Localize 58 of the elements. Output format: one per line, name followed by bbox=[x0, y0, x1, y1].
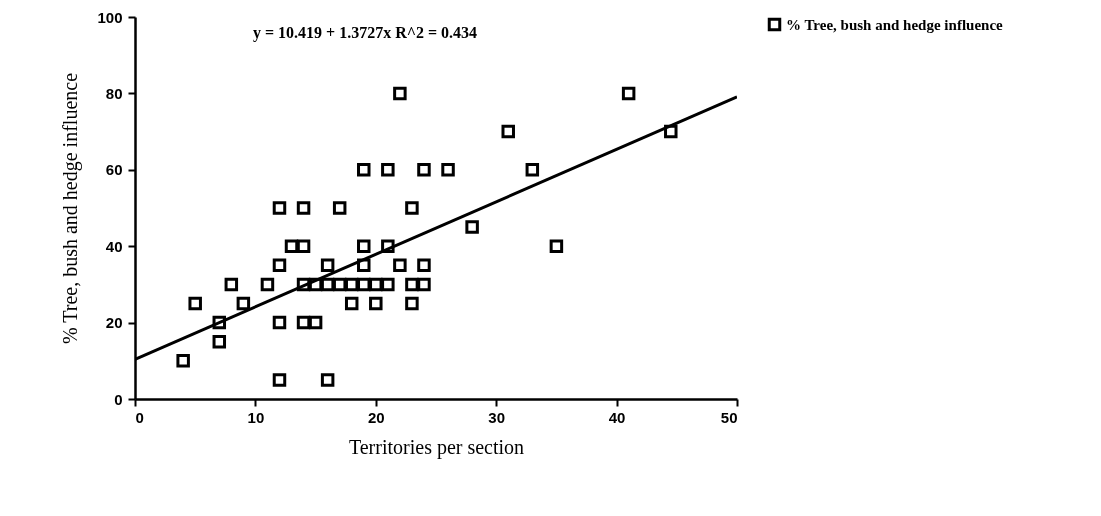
point bbox=[212, 334, 227, 349]
point bbox=[501, 124, 515, 139]
x-tick-label: 0 bbox=[135, 408, 144, 426]
point bbox=[296, 201, 311, 215]
point bbox=[405, 296, 419, 311]
point bbox=[272, 315, 287, 330]
point bbox=[357, 277, 371, 292]
y-tick-label: 40 bbox=[105, 237, 123, 255]
point bbox=[320, 258, 335, 273]
point bbox=[320, 373, 335, 387]
y-tick-label: 20 bbox=[105, 314, 123, 332]
point bbox=[405, 201, 419, 215]
point bbox=[260, 277, 275, 292]
point bbox=[357, 239, 371, 253]
point bbox=[296, 315, 311, 330]
y-tick-label: 60 bbox=[105, 161, 123, 179]
x-tick-label: 20 bbox=[367, 408, 385, 426]
point bbox=[393, 258, 407, 273]
point bbox=[417, 163, 431, 177]
point bbox=[308, 315, 323, 330]
point bbox=[344, 296, 359, 311]
point bbox=[417, 277, 431, 292]
point bbox=[405, 277, 419, 292]
point bbox=[369, 277, 383, 292]
y-tick-label: 100 bbox=[97, 8, 123, 26]
point bbox=[332, 201, 347, 215]
x-tick-label: 40 bbox=[608, 408, 626, 426]
point bbox=[296, 239, 311, 253]
point bbox=[417, 258, 431, 273]
y-tick-label: 0 bbox=[114, 390, 123, 408]
point bbox=[549, 239, 564, 253]
x-axis-title: Territories per section bbox=[348, 435, 525, 459]
point bbox=[525, 163, 540, 177]
point bbox=[272, 373, 287, 387]
point bbox=[393, 86, 407, 101]
point bbox=[272, 258, 287, 273]
point bbox=[621, 86, 636, 101]
y-axis-title: % Tree, bush and hedge influence bbox=[59, 72, 83, 345]
legend-label: % Tree, bush and hedge influence bbox=[786, 16, 1004, 33]
point bbox=[381, 163, 395, 177]
x-tick-label: 30 bbox=[488, 408, 506, 426]
point bbox=[465, 220, 479, 234]
point bbox=[188, 296, 202, 311]
point bbox=[344, 277, 359, 292]
x-tick-label: 10 bbox=[247, 408, 265, 426]
y-tick-label: 80 bbox=[105, 84, 123, 102]
point bbox=[369, 296, 383, 311]
point bbox=[176, 354, 190, 368]
point bbox=[441, 163, 455, 177]
annotation: y = 10.419 + 1.3727x R^2 = 0.434 bbox=[252, 24, 478, 42]
point bbox=[381, 277, 395, 292]
point bbox=[332, 277, 347, 292]
point bbox=[272, 201, 287, 215]
point bbox=[224, 277, 239, 292]
point bbox=[357, 163, 371, 177]
point bbox=[236, 296, 251, 311]
point bbox=[284, 239, 299, 253]
x-tick-label: 50 bbox=[720, 408, 738, 426]
